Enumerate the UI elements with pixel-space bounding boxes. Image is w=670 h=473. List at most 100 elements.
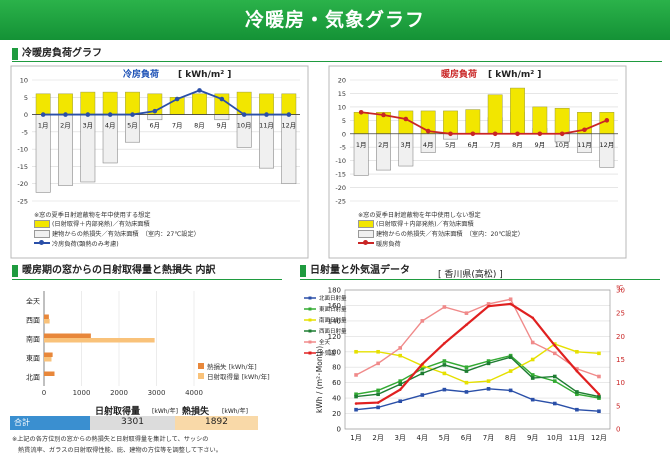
series-point <box>508 369 513 373</box>
month-label: 10月 <box>555 141 570 149</box>
y-left-tick-label: 180 <box>328 287 341 295</box>
series-point <box>398 379 403 383</box>
bar-heat-loss <box>236 114 252 148</box>
bar-heat-gain <box>102 91 118 115</box>
legend-marker-cooling <box>39 240 44 245</box>
total-label: 合計 <box>14 418 30 427</box>
y-right-tick-label: 5 <box>616 402 620 410</box>
bar-heat-gain <box>554 107 570 135</box>
heating-legend-loss: 建物からの熱損失／有効床面積 （室内：20℃設定） <box>376 231 524 238</box>
series-point <box>398 399 403 403</box>
series-point <box>597 392 601 396</box>
section-heading-load: 冷暖房負荷グラフ <box>12 47 662 61</box>
series-point <box>420 371 425 376</box>
plot-frame <box>344 289 611 430</box>
month-label: 6月 <box>468 141 479 149</box>
series-point <box>530 340 535 345</box>
series-point <box>443 341 446 345</box>
total-loss-cell: 1892 <box>175 416 258 430</box>
load-point <box>425 128 431 134</box>
legend-swatch-gain <box>34 220 50 228</box>
series-point <box>376 349 380 354</box>
legend-marker <box>308 318 312 322</box>
load-point <box>381 112 386 118</box>
series-point <box>530 397 535 402</box>
section-title-load: 冷暖房負荷グラフ <box>22 48 102 59</box>
legend-marker <box>308 296 312 300</box>
series-point <box>420 362 424 366</box>
y-left-tick-label: 20 <box>332 410 341 418</box>
legend-label: 東面日射量 <box>319 305 347 313</box>
bar-heat-loss <box>44 314 49 319</box>
load-point <box>559 131 565 137</box>
y-tick-label: -15 <box>17 163 28 171</box>
y-tick-label: 5 <box>24 94 28 102</box>
series-point <box>420 393 425 397</box>
series-point <box>597 409 601 414</box>
series-point <box>575 366 579 371</box>
series-point <box>552 374 557 379</box>
month-label: 4月 <box>105 122 116 130</box>
bar-heat-gain <box>465 109 481 135</box>
y-left-tick-label: 80 <box>332 364 341 372</box>
bar-heat-gain <box>353 112 369 135</box>
y-left-tick-label: 140 <box>328 317 341 325</box>
bar-heat-gain <box>487 94 503 135</box>
series-point <box>575 392 579 397</box>
series-point <box>552 401 557 406</box>
bar-heat-gain <box>58 93 73 115</box>
y-tick-label: -25 <box>335 198 346 206</box>
x-tick-label: 3000 <box>148 389 166 397</box>
legend-marker <box>308 307 312 311</box>
load-point <box>403 116 409 122</box>
series-point <box>530 376 535 380</box>
load-point <box>130 112 135 117</box>
month-label: 2月 <box>60 122 71 130</box>
month-label: 4月 <box>423 141 434 149</box>
bar-heat-gain <box>443 110 458 135</box>
month-label: 9月 <box>527 434 538 442</box>
section-title-weather: 日射量と外気温データ <box>310 265 410 276</box>
weather-y-right-label: ℃ <box>616 284 623 292</box>
x-tick-label: 2000 <box>110 389 128 397</box>
y-tick-label: -5 <box>22 128 28 136</box>
title-banner <box>0 0 670 40</box>
y-left-tick-label: 0 <box>337 426 341 434</box>
y-tick-label: 0 <box>24 111 28 119</box>
series-point <box>442 387 447 392</box>
y-tick-label: 5 <box>342 117 346 125</box>
month-label: 12月 <box>599 141 614 149</box>
bar-heat-gain <box>532 106 548 135</box>
y-tick-label: -20 <box>335 184 346 192</box>
month-label: 11月 <box>569 434 585 442</box>
legend-marker-heating <box>363 240 368 245</box>
load-point <box>264 112 269 117</box>
legend-label: 西面日射量 <box>319 327 347 335</box>
month-label: 11月 <box>259 122 274 130</box>
total-gain-value: 3301 <box>121 417 144 427</box>
heating-legend-line: 暖房負荷 <box>376 241 401 248</box>
series-point <box>442 363 447 367</box>
series-point <box>486 359 491 363</box>
load-point <box>85 112 91 117</box>
bar-heat-gain <box>281 93 297 115</box>
y-right-tick-label: 25 <box>616 310 625 318</box>
total-loss-value: 1892 <box>205 417 228 427</box>
heating-legend-note: ※窓の夏季日射遮蔽物を年中使用しない想定 <box>358 212 481 219</box>
cooling-chart-unit: [ kWh/m² ] <box>178 70 231 80</box>
month-label: 7月 <box>172 122 183 130</box>
window-note-line-1: ※上記の各方位別の窓からの熱損失と日射取得量を集計して、サッシの <box>12 436 209 443</box>
series-point <box>553 344 557 347</box>
month-label: 5月 <box>445 141 456 149</box>
series-point <box>597 351 601 356</box>
series-point <box>575 349 579 354</box>
y-tick-label: -15 <box>335 171 346 179</box>
month-label: 10月 <box>237 122 252 130</box>
legend-marker <box>308 329 312 333</box>
load-point <box>582 127 587 133</box>
series-point <box>442 371 447 376</box>
legend-swatch-gain <box>358 220 374 228</box>
legend-heat-loss: 熱損失 [kWh/年] <box>207 362 257 371</box>
series-point <box>508 297 513 302</box>
series-point <box>398 353 403 358</box>
